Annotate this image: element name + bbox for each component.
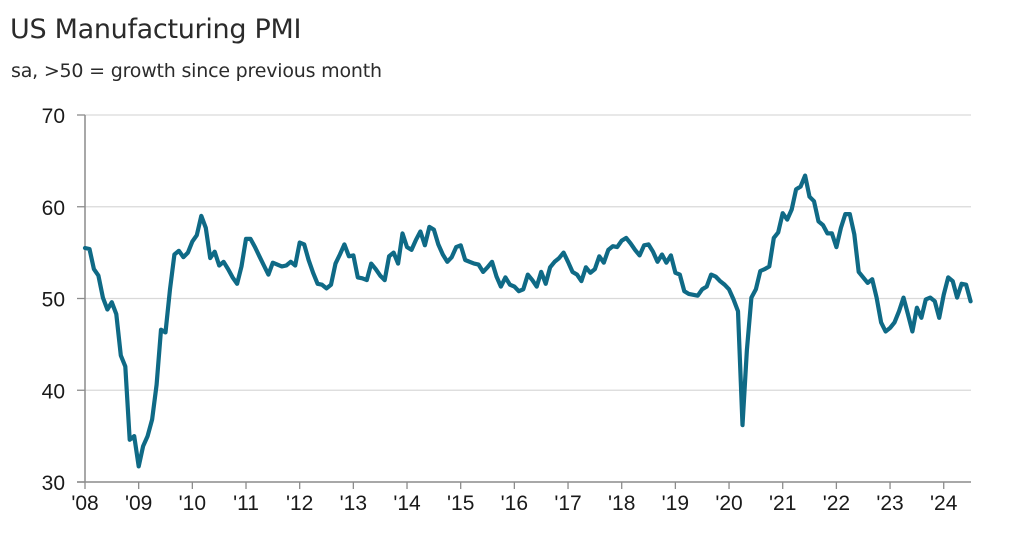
x-tick-label: '23 <box>876 492 903 515</box>
x-tick-label: '22 <box>823 492 850 515</box>
x-tick-label: '19 <box>662 492 689 515</box>
x-tick-label: '08 <box>71 492 98 515</box>
x-tick-label: '11 <box>233 492 259 515</box>
series-group <box>82 173 973 469</box>
gridlines <box>85 114 971 391</box>
y-tick-label: 70 <box>42 105 65 128</box>
y-tick-label: 50 <box>42 289 65 312</box>
x-tick-label: '21 <box>769 492 796 515</box>
x-tick-label: '13 <box>340 492 367 515</box>
x-tick-label: '15 <box>447 492 474 515</box>
x-tick-label: '10 <box>179 492 206 515</box>
chart-subtitle: sa, >50 = growth since previous month <box>11 60 382 82</box>
y-axis-labels: 30 40 50 60 70 <box>42 105 65 495</box>
x-tick-label: '24 <box>930 492 958 515</box>
y-tick-label: 60 <box>42 197 65 220</box>
x-tick-label: '14 <box>393 492 421 515</box>
axes <box>77 114 971 489</box>
x-tick-label: '18 <box>608 492 635 515</box>
series-line <box>82 173 973 469</box>
y-tick-label: 30 <box>42 472 65 495</box>
x-axis-labels: '08 '09 '10 '11 '12 '13 '14 '15 '16 '17 '18 '19 '20 '… <box>71 492 957 515</box>
x-tick-label: '20 <box>715 492 742 515</box>
x-tick-label: '16 <box>501 492 528 515</box>
x-tick-label: '17 <box>554 492 581 515</box>
y-tick-label: 40 <box>42 380 65 403</box>
x-tick-label: '12 <box>286 492 313 515</box>
chart-title: US Manufacturing PMI <box>10 14 302 45</box>
x-tick-label: '09 <box>125 492 152 515</box>
